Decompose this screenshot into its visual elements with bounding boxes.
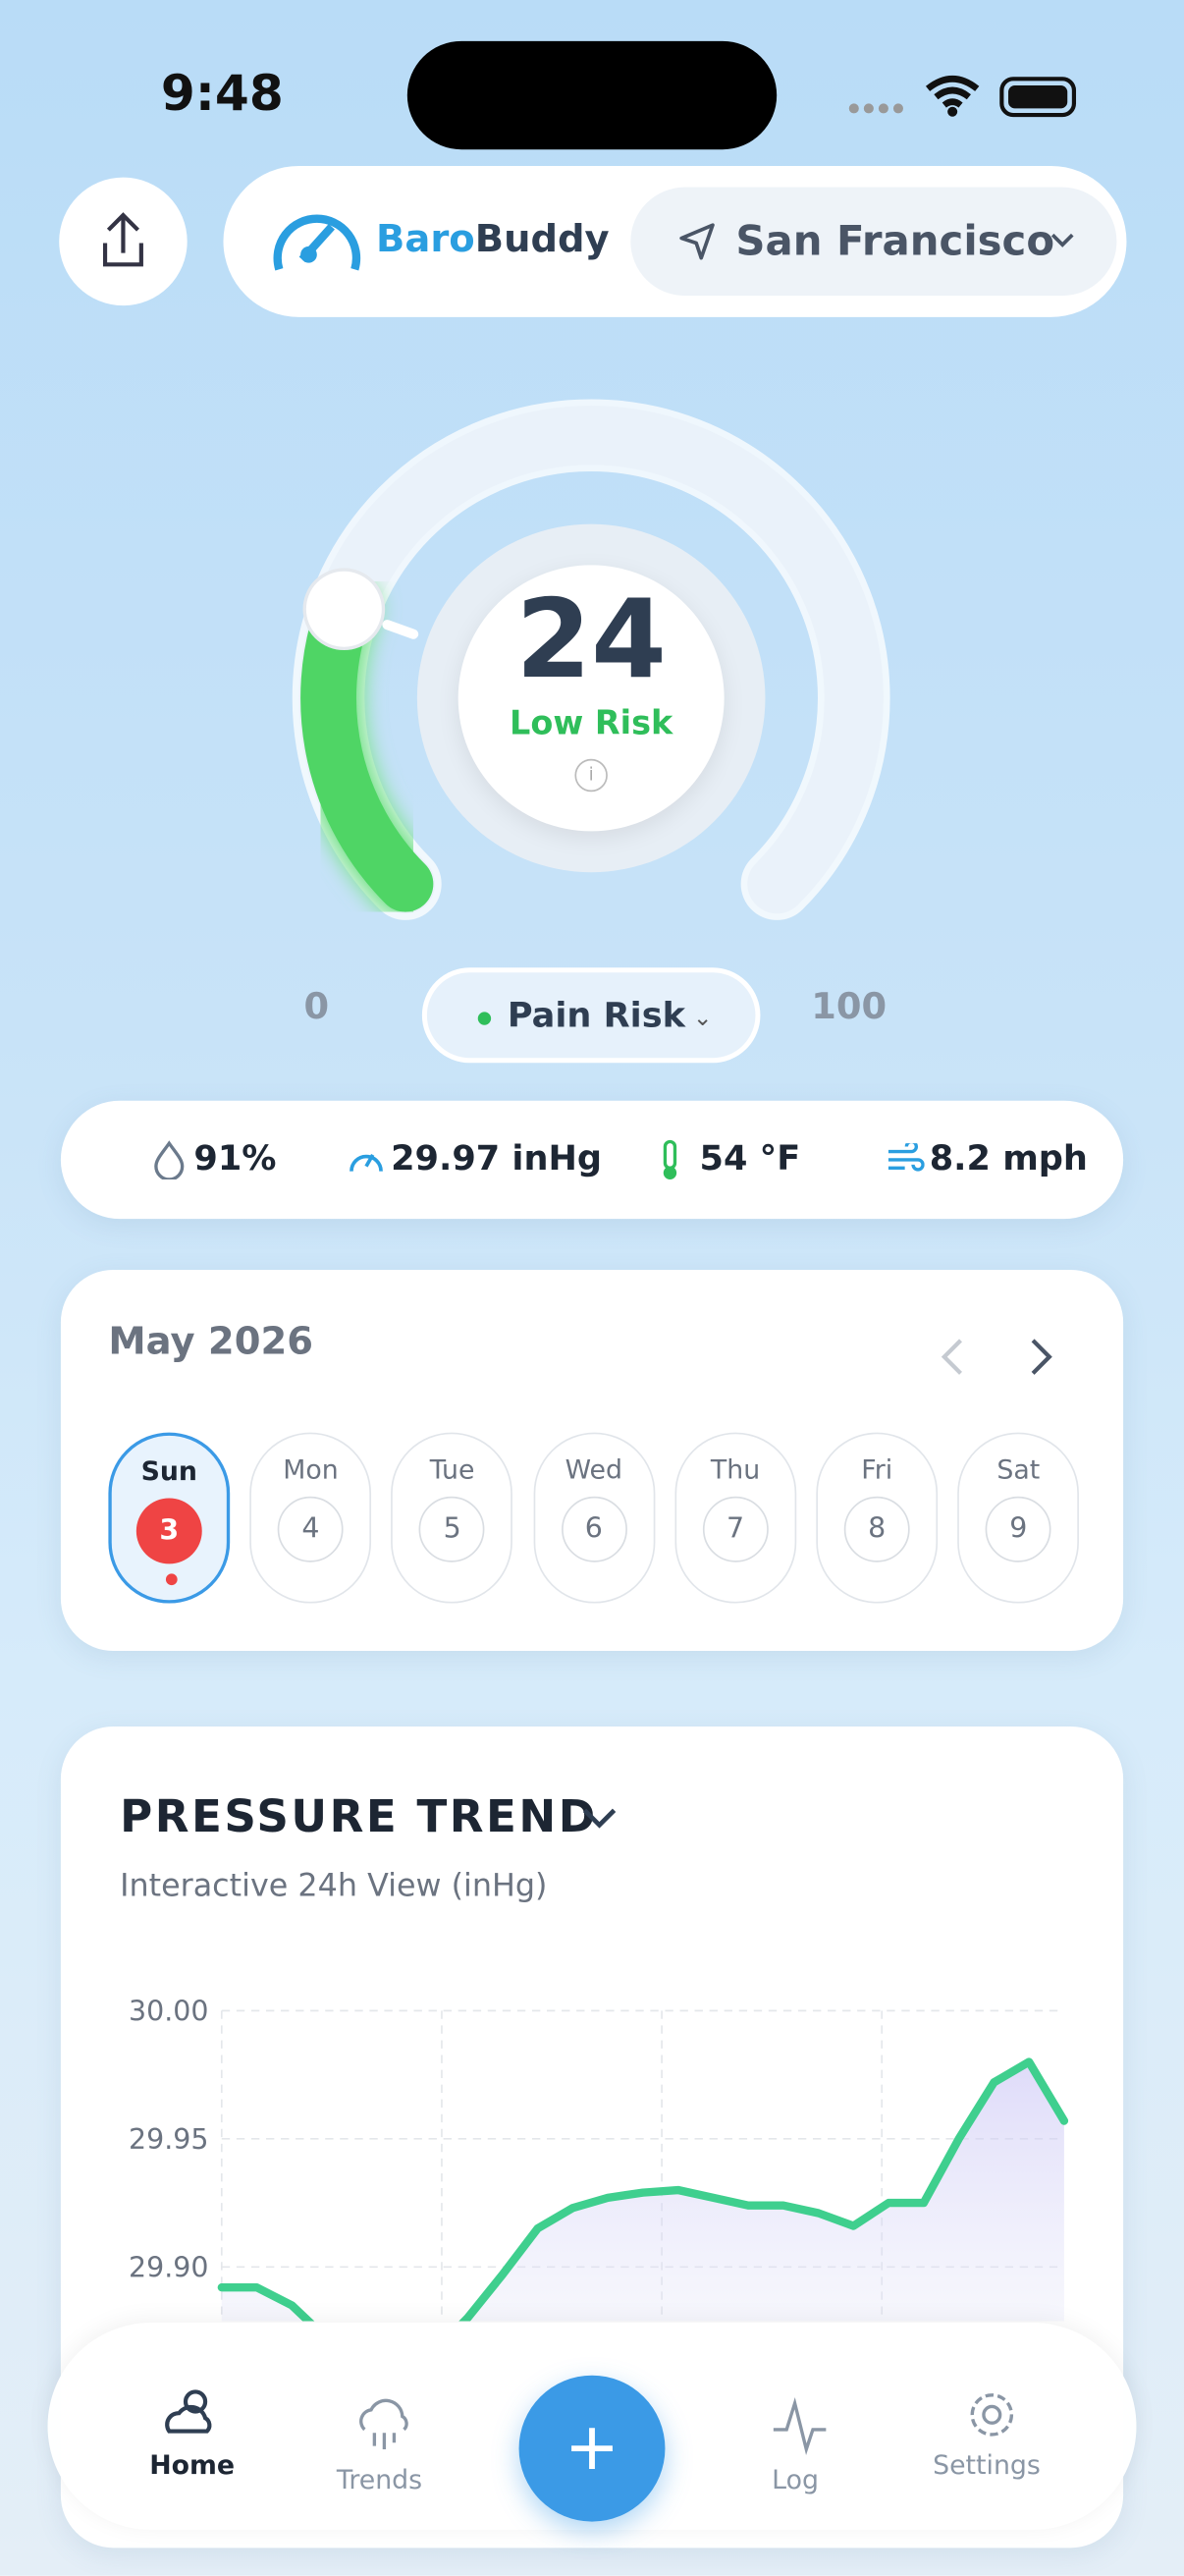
trend-line — [217, 2057, 1069, 2322]
add-button[interactable] — [518, 2375, 666, 2522]
tab-log[interactable]: Log — [772, 2464, 819, 2495]
info-icon[interactable]: i — [574, 758, 608, 793]
stats-bar: 91% 29.97 inHg 54 °F 8.2 mph — [60, 1100, 1124, 1220]
status-time: 9:48 — [160, 65, 284, 124]
prev-week[interactable] — [941, 1339, 962, 1375]
day-number: 5 — [419, 1496, 486, 1562]
day-cell[interactable]: Thu 7 — [674, 1432, 796, 1604]
next-week[interactable] — [1031, 1339, 1052, 1375]
day-number: 9 — [985, 1496, 1051, 1562]
gauge-max: 100 — [811, 987, 888, 1029]
brand: BaroBuddy — [376, 218, 610, 260]
trend-subtitle: Interactive 24h View (inHg) — [120, 1867, 548, 1904]
tab-bar: Home Trends Log Settings — [47, 2323, 1137, 2530]
tab-settings[interactable]: Settings — [933, 2448, 1041, 2481]
day-name: Thu — [710, 1453, 761, 1486]
status-icons — [848, 75, 1077, 118]
brand-logo — [273, 214, 361, 271]
day-name: Sat — [996, 1453, 1041, 1486]
risk-selector[interactable]: Pain Risk ⌄ — [421, 967, 761, 1064]
stat-pressure: 29.97 inHg — [391, 1138, 603, 1178]
gauge-value: 24 — [515, 576, 667, 703]
trend-title: PRESSURE TREND — [120, 1791, 598, 1843]
day-number: 6 — [561, 1496, 627, 1562]
gauge-min: 0 — [303, 987, 330, 1029]
day-cell[interactable]: Mon 4 — [249, 1432, 372, 1604]
trend-plot — [217, 2057, 1069, 2322]
day-number: 8 — [843, 1496, 910, 1562]
location: San Francisco — [735, 216, 1055, 265]
day-name: Mon — [283, 1453, 339, 1486]
trend-area — [221, 2061, 1064, 2322]
tab-home[interactable]: Home — [149, 2448, 236, 2481]
day-name: Wed — [565, 1453, 622, 1486]
day-number: 3 — [135, 1498, 202, 1564]
y-tick-label: 30.00 — [129, 1995, 208, 2027]
gauge-center: 24 Low Risk i — [457, 565, 725, 832]
risk-selector-label: Pain Risk — [507, 995, 686, 1035]
day-cell[interactable]: Tue 5 — [391, 1432, 513, 1604]
day-number: 7 — [702, 1496, 769, 1562]
day-name: Fri — [861, 1453, 893, 1486]
gauge-knob — [302, 568, 386, 651]
day-cell[interactable]: Fri 8 — [816, 1432, 939, 1604]
day-name: Sun — [140, 1454, 197, 1487]
stat-wind: 8.2 mph — [929, 1138, 1088, 1178]
location-picker[interactable]: San Francisco — [630, 187, 1117, 297]
day-cell[interactable]: Sun 3 — [108, 1432, 231, 1604]
day-name: Tue — [429, 1453, 475, 1486]
stat-humidity: 91% — [193, 1138, 277, 1178]
day-cell[interactable]: Sat 9 — [957, 1432, 1080, 1604]
stat-temperature: 54 °F — [699, 1138, 801, 1178]
y-tick-label: 29.95 — [129, 2123, 208, 2156]
dynamic-island — [406, 40, 778, 150]
brand-b: Buddy — [474, 218, 610, 261]
brand-a: Baro — [376, 218, 475, 261]
gauge-needle — [382, 620, 419, 639]
share-button[interactable] — [59, 177, 188, 306]
day-number: 4 — [277, 1496, 344, 1562]
y-tick-label: 29.90 — [129, 2251, 208, 2283]
tab-trends[interactable]: Trends — [336, 2464, 423, 2495]
gauge-label: Low Risk — [510, 702, 673, 743]
calendar-month: May 2026 — [108, 1320, 314, 1364]
day-cell[interactable]: Wed 6 — [532, 1432, 655, 1604]
